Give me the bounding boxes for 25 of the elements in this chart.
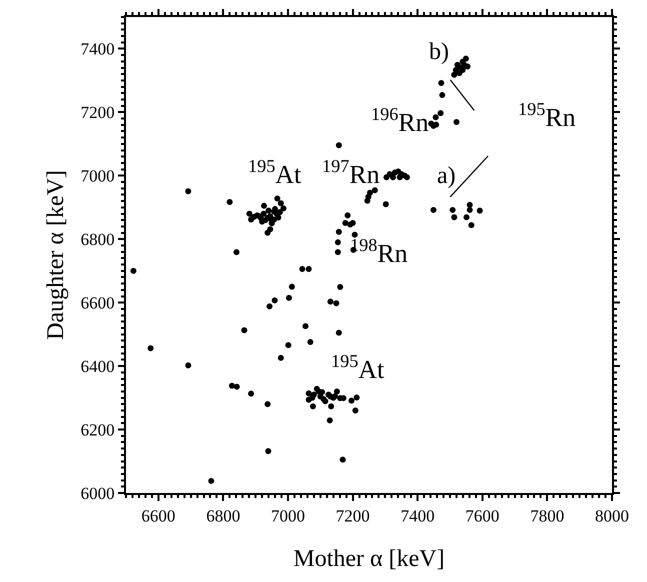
x-tick-label: 7200 [336, 506, 370, 526]
y-tick-label: 6800 [80, 230, 115, 250]
y-tick-label: 6400 [80, 357, 115, 376]
annotation: $^{197}$Rn [322, 156, 380, 189]
x-tick-label: 8000 [595, 506, 629, 526]
x-tick-label: 7400 [400, 506, 435, 526]
x-tick-label: 7800 [530, 506, 564, 526]
x-tick-label: 6800 [206, 506, 240, 526]
y-tick-label: 7200 [80, 103, 115, 122]
annotation: b) [429, 39, 449, 65]
annotation: $^{195}$At [331, 351, 386, 384]
annotation: $^{196}$Rn [371, 104, 429, 137]
y-tick-label: 6600 [80, 294, 115, 313]
x-tick-label: 7600 [465, 506, 500, 526]
y-tick-label: 6200 [80, 420, 115, 440]
y-axis-title: Daughter α [keV] [43, 170, 70, 340]
y-tick-label: 7000 [80, 166, 115, 186]
x-tick-label: 7000 [271, 506, 305, 526]
y-tick-label: 6000 [80, 484, 115, 503]
annotation: $^{195}$Rn [518, 99, 576, 132]
x-tick-label: 6600 [141, 506, 176, 526]
annotation: a) [437, 163, 456, 189]
y-tick-label: 7400 [80, 40, 115, 59]
x-axis-title: Mother α [keV] [293, 546, 445, 572]
annotation: $^{195}$At [248, 156, 302, 189]
